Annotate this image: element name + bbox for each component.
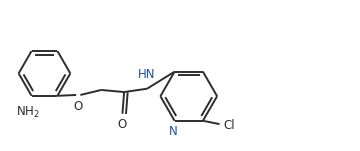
Text: NH$_2$: NH$_2$ xyxy=(16,105,40,120)
Text: Cl: Cl xyxy=(223,119,235,132)
Text: HN: HN xyxy=(138,68,156,81)
Text: O: O xyxy=(117,118,126,131)
Text: N: N xyxy=(168,125,177,138)
Text: O: O xyxy=(74,100,83,113)
